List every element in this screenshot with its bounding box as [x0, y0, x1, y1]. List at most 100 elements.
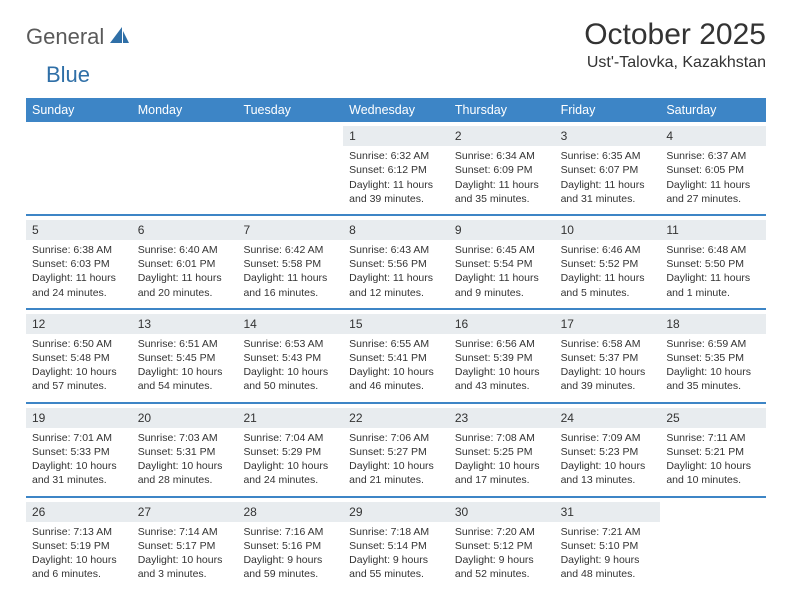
- day-detail-line: Sunset: 5:25 PM: [455, 445, 549, 459]
- day-detail-line: Sunset: 5:50 PM: [666, 257, 760, 271]
- day-detail-line: Sunset: 6:03 PM: [32, 257, 126, 271]
- day-detail-line: Daylight: 9 hours: [243, 553, 337, 567]
- month-title: October 2025: [584, 18, 766, 52]
- day-number: 10: [555, 220, 661, 240]
- day-detail-line: Sunrise: 6:35 AM: [561, 149, 655, 163]
- day-number: 7: [237, 220, 343, 240]
- day-detail-line: and 5 minutes.: [561, 286, 655, 300]
- day-detail-line: and 55 minutes.: [349, 567, 443, 581]
- day-number: 30: [449, 502, 555, 522]
- day-detail-line: Daylight: 10 hours: [32, 365, 126, 379]
- day-detail-line: Sunset: 5:39 PM: [455, 351, 549, 365]
- day-number: 4: [660, 126, 766, 146]
- day-detail-line: Sunset: 5:21 PM: [666, 445, 760, 459]
- day-cell: 22Sunrise: 7:06 AMSunset: 5:27 PMDayligh…: [343, 404, 449, 496]
- day-detail-line: Daylight: 10 hours: [138, 459, 232, 473]
- day-detail-line: Sunrise: 6:42 AM: [243, 243, 337, 257]
- day-number: 5: [26, 220, 132, 240]
- day-detail-line: Sunset: 5:31 PM: [138, 445, 232, 459]
- day-number: 13: [132, 314, 238, 334]
- calendar: Sunday Monday Tuesday Wednesday Thursday…: [26, 98, 766, 589]
- day-number: 18: [660, 314, 766, 334]
- day-detail-line: and 16 minutes.: [243, 286, 337, 300]
- day-number: 22: [343, 408, 449, 428]
- day-number: 27: [132, 502, 238, 522]
- day-number: 8: [343, 220, 449, 240]
- day-detail-line: Sunrise: 7:13 AM: [32, 525, 126, 539]
- day-detail-line: and 24 minutes.: [32, 286, 126, 300]
- day-detail-line: Sunset: 5:52 PM: [561, 257, 655, 271]
- day-detail-line: Sunset: 5:16 PM: [243, 539, 337, 553]
- day-detail-line: Daylight: 10 hours: [32, 553, 126, 567]
- day-detail-line: Sunrise: 6:53 AM: [243, 337, 337, 351]
- day-detail-line: Sunrise: 6:38 AM: [32, 243, 126, 257]
- day-detail-line: Daylight: 11 hours: [666, 271, 760, 285]
- day-detail-line: Sunset: 6:05 PM: [666, 163, 760, 177]
- day-detail-line: Daylight: 10 hours: [455, 459, 549, 473]
- day-detail-line: Sunset: 5:10 PM: [561, 539, 655, 553]
- day-number: 31: [555, 502, 661, 522]
- day-cell: 28Sunrise: 7:16 AMSunset: 5:16 PMDayligh…: [237, 498, 343, 590]
- day-detail-line: and 48 minutes.: [561, 567, 655, 581]
- day-cell: 10Sunrise: 6:46 AMSunset: 5:52 PMDayligh…: [555, 216, 661, 308]
- day-detail-line: Sunrise: 6:51 AM: [138, 337, 232, 351]
- day-cell: 30Sunrise: 7:20 AMSunset: 5:12 PMDayligh…: [449, 498, 555, 590]
- day-detail-line: Daylight: 11 hours: [243, 271, 337, 285]
- day-number: 6: [132, 220, 238, 240]
- day-number: 1: [343, 126, 449, 146]
- day-cell: 26Sunrise: 7:13 AMSunset: 5:19 PMDayligh…: [26, 498, 132, 590]
- day-detail-line: Daylight: 10 hours: [666, 365, 760, 379]
- week-row: 19Sunrise: 7:01 AMSunset: 5:33 PMDayligh…: [26, 404, 766, 496]
- day-number: 11: [660, 220, 766, 240]
- day-detail-line: Sunrise: 7:16 AM: [243, 525, 337, 539]
- day-detail-line: Sunset: 6:07 PM: [561, 163, 655, 177]
- day-detail-line: Daylight: 11 hours: [349, 178, 443, 192]
- day-detail-line: and 39 minutes.: [349, 192, 443, 206]
- day-detail-line: Sunset: 5:43 PM: [243, 351, 337, 365]
- brand-sail-icon: [108, 25, 130, 50]
- day-detail-line: Daylight: 10 hours: [243, 459, 337, 473]
- day-number: 29: [343, 502, 449, 522]
- day-detail-line: Sunrise: 6:55 AM: [349, 337, 443, 351]
- day-detail-line: Sunrise: 6:45 AM: [455, 243, 549, 257]
- day-detail-line: Sunrise: 6:32 AM: [349, 149, 443, 163]
- day-cell: 16Sunrise: 6:56 AMSunset: 5:39 PMDayligh…: [449, 310, 555, 402]
- dayhead-wed: Wednesday: [343, 98, 449, 122]
- day-number: 20: [132, 408, 238, 428]
- day-detail-line: Sunset: 6:01 PM: [138, 257, 232, 271]
- day-detail-line: and 24 minutes.: [243, 473, 337, 487]
- day-detail-line: Sunset: 5:45 PM: [138, 351, 232, 365]
- day-cell: 18Sunrise: 6:59 AMSunset: 5:35 PMDayligh…: [660, 310, 766, 402]
- day-cell: 13 Sunrise: 6:51 AMSunset: 5:45 PMDayligh…: [132, 310, 238, 402]
- day-cell: 23Sunrise: 7:08 AMSunset: 5:25 PMDayligh…: [449, 404, 555, 496]
- day-detail-line: Sunset: 5:17 PM: [138, 539, 232, 553]
- day-detail-line: Sunset: 5:27 PM: [349, 445, 443, 459]
- day-detail-line: Sunrise: 6:34 AM: [455, 149, 549, 163]
- day-cell: 3Sunrise: 6:35 AMSunset: 6:07 PMDaylight…: [555, 122, 661, 214]
- day-cell: 4Sunrise: 6:37 AMSunset: 6:05 PMDaylight…: [660, 122, 766, 214]
- weeks-container: 1Sunrise: 6:32 AMSunset: 6:12 PMDaylight…: [26, 122, 766, 589]
- day-cell: 17Sunrise: 6:58 AMSunset: 5:37 PMDayligh…: [555, 310, 661, 402]
- day-cell: 8Sunrise: 6:43 AMSunset: 5:56 PMDaylight…: [343, 216, 449, 308]
- day-detail-line: and 17 minutes.: [455, 473, 549, 487]
- week-row: 12Sunrise: 6:50 AMSunset: 5:48 PMDayligh…: [26, 310, 766, 402]
- day-detail-line: and 27 minutes.: [666, 192, 760, 206]
- day-detail-line: Sunset: 5:35 PM: [666, 351, 760, 365]
- day-number: 17: [555, 314, 661, 334]
- day-cell: 5 Sunrise: 6:38 AMSunset: 6:03 PMDaylight…: [26, 216, 132, 308]
- day-cell: 9Sunrise: 6:45 AMSunset: 5:54 PMDaylight…: [449, 216, 555, 308]
- day-detail-line: Sunrise: 6:50 AM: [32, 337, 126, 351]
- day-detail-line: and 1 minute.: [666, 286, 760, 300]
- day-detail-line: Sunrise: 7:21 AM: [561, 525, 655, 539]
- day-detail-line: Sunrise: 6:56 AM: [455, 337, 549, 351]
- day-detail-line: Daylight: 11 hours: [32, 271, 126, 285]
- day-number: 3: [555, 126, 661, 146]
- week-row: 26Sunrise: 7:13 AMSunset: 5:19 PMDayligh…: [26, 498, 766, 590]
- day-detail-line: and 57 minutes.: [32, 379, 126, 393]
- day-detail-line: Daylight: 10 hours: [138, 365, 232, 379]
- day-detail-line: and 39 minutes.: [561, 379, 655, 393]
- day-detail-line: Sunset: 5:48 PM: [32, 351, 126, 365]
- dayhead-fri: Friday: [555, 98, 661, 122]
- day-cell: 27Sunrise: 7:14 AMSunset: 5:17 PMDayligh…: [132, 498, 238, 590]
- day-detail-line: and 21 minutes.: [349, 473, 443, 487]
